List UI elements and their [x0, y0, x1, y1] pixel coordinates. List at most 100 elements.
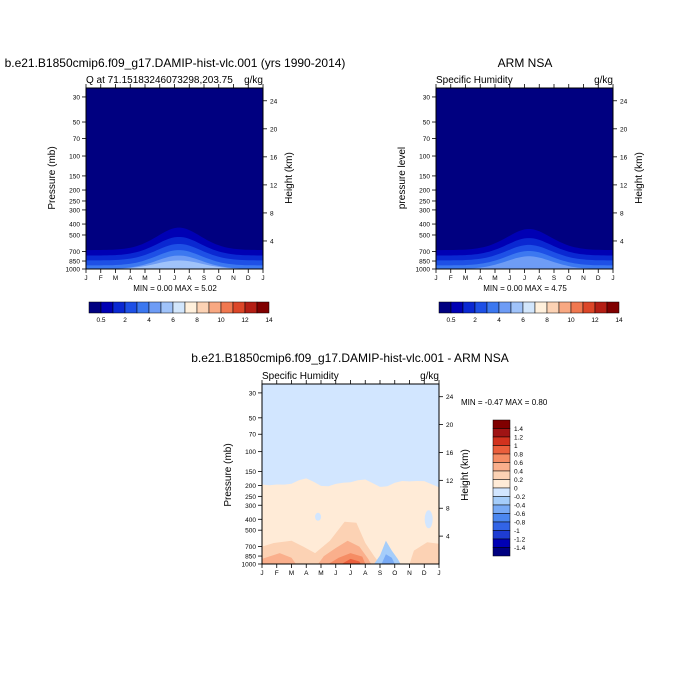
- height-tick-label: 24: [446, 394, 454, 401]
- colorbar-swatch: [492, 470, 511, 480]
- month-tick-label: A: [537, 275, 542, 282]
- pressure-tick-label: 400: [69, 222, 80, 229]
- pressure-tick-label: 200: [69, 188, 80, 195]
- colorbar-label: 6: [521, 317, 525, 324]
- pressure-tick-label: 70: [73, 136, 81, 143]
- colorbar-label: -1: [514, 528, 520, 535]
- pressure-tick-label: 100: [419, 154, 430, 161]
- diff-units-label: g/kg: [420, 371, 439, 382]
- height-tick-label: 4: [270, 238, 274, 245]
- model-min-max: MIN = 0.00 MAX = 5.02: [133, 284, 217, 293]
- colorbar-swatch: [492, 496, 511, 506]
- colorbar-swatch: [492, 538, 511, 548]
- colorbar-swatch: [136, 301, 150, 314]
- colorbar-label: 2: [473, 317, 477, 324]
- colorbar-label: 0.4: [514, 469, 523, 476]
- month-tick-label: A: [128, 275, 133, 282]
- height-tick-label: 12: [270, 182, 278, 189]
- month-tick-label: J: [611, 275, 614, 282]
- diff-left-label: Specific Humidity: [262, 371, 339, 382]
- pressure-tick-label: 400: [245, 517, 256, 524]
- month-tick-label: O: [566, 275, 571, 282]
- pressure-tick-label: 1000: [66, 267, 81, 274]
- colorbar-label: 0.8: [514, 452, 523, 459]
- colorbar-label: 8: [195, 317, 199, 324]
- obs-units-label: g/kg: [594, 75, 613, 86]
- pressure-tick-label: 70: [423, 136, 431, 143]
- colorbar-swatch: [492, 479, 511, 489]
- pressure-tick-label: 250: [245, 494, 256, 501]
- height-tick-label: 20: [270, 126, 278, 133]
- colorbar-swatch: [492, 445, 511, 455]
- colorbar-label: 0.2: [514, 477, 523, 484]
- colorbar-label: 12: [591, 317, 599, 324]
- month-tick-label: O: [392, 570, 397, 577]
- month-tick-label: A: [304, 570, 309, 577]
- month-tick-label: N: [581, 275, 586, 282]
- positive-contour-band: [409, 542, 439, 564]
- pressure-tick-label: 850: [419, 259, 430, 266]
- pressure-tick-label: 250: [69, 198, 80, 205]
- colorbar-label: -0.6: [514, 511, 526, 518]
- positive-contour-band: [341, 558, 361, 564]
- month-tick-label: J: [434, 275, 437, 282]
- diff-min-max: MIN = -0.47 MAX = 0.80: [461, 398, 548, 407]
- month-tick-label: J: [173, 275, 176, 282]
- colorbar-label: 10: [217, 317, 225, 324]
- month-tick-label: A: [187, 275, 192, 282]
- negative-patch: [424, 510, 433, 529]
- colorbar-label: 1.4: [514, 426, 523, 433]
- pressure-tick-label: 850: [69, 259, 80, 266]
- colorbar-swatch: [148, 301, 162, 314]
- diff-ylabel-right: Height (km): [460, 449, 471, 501]
- pressure-tick-label: 1000: [242, 562, 257, 569]
- colorbar-swatch: [546, 301, 560, 314]
- colorbar-swatch: [492, 487, 511, 497]
- positive-contour-band: [374, 540, 401, 564]
- diff-ylabel: Pressure (mb): [223, 443, 234, 506]
- pressure-tick-label: 70: [249, 432, 257, 439]
- month-tick-label: N: [231, 275, 236, 282]
- pressure-tick-label: 700: [419, 249, 430, 256]
- colorbar-swatch: [232, 301, 246, 314]
- colorbar-swatch: [510, 301, 524, 314]
- positive-region: [262, 478, 439, 564]
- diff-panel: b.e21.B1850cmip6.f09_g17.DAMIP-hist-vlc.…: [191, 351, 548, 577]
- model-units-label: g/kg: [244, 75, 263, 86]
- month-tick-label: A: [478, 275, 483, 282]
- colorbar-swatch: [498, 301, 512, 314]
- colorbar-label: 10: [567, 317, 575, 324]
- height-tick-label: 12: [446, 478, 454, 485]
- month-tick-label: D: [246, 275, 251, 282]
- pressure-tick-label: 500: [69, 232, 80, 239]
- month-tick-label: J: [158, 275, 161, 282]
- positive-contour-band: [381, 554, 395, 564]
- height-tick-label: 4: [446, 534, 450, 541]
- diff-title: b.e21.B1850cmip6.f09_g17.DAMIP-hist-vlc.…: [191, 351, 508, 365]
- diff-colorbar: 1.4 1.21 0.80.6 0.40.2 0-0.2 -0.4-0.6 -0.8-1 -1…: [492, 419, 526, 557]
- colorbar-swatch: [112, 301, 126, 314]
- diff-contour-field: [262, 384, 439, 564]
- pressure-tick-label: 50: [423, 120, 431, 127]
- colorbar-swatch: [244, 301, 258, 314]
- colorbar-label: 12: [241, 317, 249, 324]
- pressure-tick-label: 50: [73, 120, 81, 127]
- pressure-tick-label: 700: [245, 544, 256, 551]
- month-tick-label: J: [260, 570, 263, 577]
- pressure-tick-label: 150: [419, 173, 430, 180]
- pressure-tick-label: 500: [245, 528, 256, 535]
- colorbar-swatch: [492, 547, 511, 557]
- height-tick-label: 8: [270, 210, 274, 217]
- colorbar-swatch: [594, 301, 608, 314]
- colorbar-label: 6: [171, 317, 175, 324]
- height-tick-label: 20: [620, 126, 628, 133]
- colorbar-label: -0.4: [514, 503, 526, 510]
- colorbar-swatch: [492, 504, 511, 514]
- colorbar-swatch: [492, 513, 511, 523]
- obs-title: ARM NSA: [498, 56, 553, 70]
- colorbar-swatch: [570, 301, 584, 314]
- obs-left-label: Specific Humidity: [436, 75, 513, 86]
